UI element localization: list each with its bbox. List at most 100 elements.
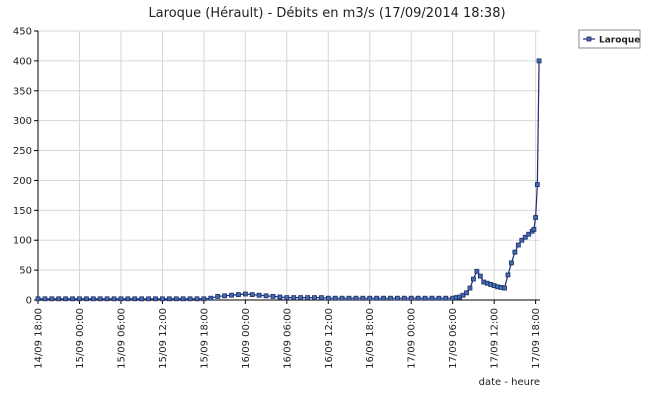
x-tick-label: 16/09 18:00	[365, 308, 376, 369]
data-point	[298, 295, 304, 301]
data-point	[339, 295, 345, 301]
data-point	[132, 296, 138, 302]
data-point	[77, 296, 82, 302]
x-tick-label: 16/09 00:00	[241, 308, 252, 369]
legend-label: Laroque	[599, 36, 640, 46]
data-point	[222, 293, 228, 299]
data-point	[187, 296, 193, 302]
x-tick-label: 17/09 12:00	[490, 308, 501, 369]
data-point	[401, 295, 407, 301]
x-tick-label: 15/09 18:00	[199, 308, 210, 369]
data-point	[146, 296, 151, 302]
data-point	[249, 292, 255, 298]
data-point	[505, 272, 511, 278]
data-point	[139, 296, 145, 302]
data-point	[519, 237, 525, 243]
data-point	[353, 295, 359, 301]
data-point	[242, 291, 248, 297]
data-point	[208, 295, 214, 301]
y-tick-label: 200	[13, 176, 32, 187]
data-point	[408, 295, 414, 301]
data-point	[284, 295, 290, 301]
data-point	[474, 268, 480, 274]
data-point	[291, 295, 297, 301]
data-point	[125, 296, 131, 302]
data-point	[90, 296, 96, 302]
data-point	[160, 296, 165, 302]
data-point	[533, 215, 539, 220]
data-point	[502, 285, 507, 291]
data-point	[415, 295, 421, 301]
data-point	[512, 249, 518, 255]
data-point	[526, 231, 532, 237]
data-point	[515, 242, 521, 248]
x-tick-label: 16/09 06:00	[282, 308, 293, 369]
data-point	[277, 294, 283, 300]
y-tick-label: 350	[13, 86, 32, 97]
y-tick-label: 0	[26, 296, 32, 307]
data-point	[201, 296, 207, 302]
data-point	[464, 290, 469, 296]
data-point	[194, 296, 200, 302]
data-point	[436, 295, 442, 301]
data-point	[49, 296, 55, 302]
x-tick-label: 15/09 00:00	[75, 308, 86, 369]
data-point	[166, 296, 172, 302]
data-point	[531, 227, 537, 232]
data-point	[467, 285, 473, 291]
data-point	[305, 295, 310, 301]
axes: 0 50 100 150 200 250 300 350 400 450 14/09 18:00 15…	[13, 27, 542, 369]
data-point	[270, 294, 276, 299]
data-point	[42, 296, 48, 302]
x-tick-label: 15/09 06:00	[116, 308, 127, 369]
data-point	[263, 293, 269, 299]
data-point	[332, 295, 338, 301]
y-tick-label: 250	[13, 146, 32, 157]
data-point	[471, 276, 476, 282]
data-point	[63, 296, 69, 302]
plot-area	[38, 31, 540, 300]
data-point	[374, 295, 380, 301]
data-point	[256, 292, 262, 298]
series-layer	[35, 58, 542, 302]
data-point	[180, 296, 186, 302]
legend-marker	[586, 36, 592, 42]
legend: Laroque	[578, 29, 641, 49]
data-point	[173, 296, 179, 302]
data-point	[534, 182, 540, 188]
grid	[37, 30, 540, 301]
data-point	[236, 292, 241, 298]
y-tick-label: 100	[13, 236, 32, 247]
y-tick-label: 150	[13, 206, 32, 217]
data-point	[394, 295, 400, 301]
data-point	[325, 295, 331, 301]
data-point	[318, 295, 324, 301]
data-point	[536, 58, 542, 64]
data-point	[312, 295, 317, 301]
data-point	[56, 296, 62, 302]
x-tick-label: 15/09 12:00	[158, 308, 169, 369]
data-point	[97, 296, 103, 302]
data-point	[215, 294, 221, 299]
data-point	[429, 295, 435, 301]
data-point	[346, 295, 352, 301]
data-point	[367, 295, 373, 301]
data-point	[229, 292, 234, 298]
data-point	[509, 260, 514, 266]
y-tick-label: 300	[13, 116, 32, 127]
x-tick-label: 17/09 18:00	[531, 308, 542, 369]
data-point	[388, 295, 393, 301]
y-tick-label: 400	[13, 56, 32, 67]
data-point	[381, 295, 386, 301]
data-point	[477, 273, 483, 279]
chart-title: Laroque (Hérault) - Débits en m3/s (17/0…	[148, 6, 505, 21]
y-tick-label: 450	[13, 27, 32, 38]
data-point	[118, 296, 124, 302]
data-point	[522, 234, 528, 240]
data-point	[70, 296, 75, 302]
y-tick-label: 50	[19, 266, 32, 277]
data-point	[35, 296, 41, 302]
x-tick-label: 14/09 18:00	[34, 308, 45, 369]
